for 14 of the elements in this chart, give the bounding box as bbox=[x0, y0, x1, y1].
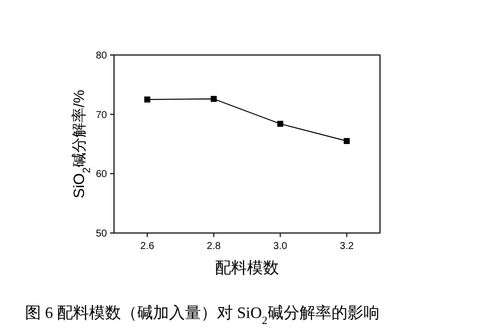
y-tick-label: 60 bbox=[96, 169, 108, 180]
x-tick-label: 3.2 bbox=[340, 241, 354, 252]
y-tick-label: 80 bbox=[96, 50, 108, 62]
x-axis-title: 配料模数 bbox=[215, 259, 279, 277]
y-tick-label: 50 bbox=[96, 228, 108, 240]
x-tick-label: 2.8 bbox=[206, 241, 222, 252]
y-tick-label: 70 bbox=[96, 110, 108, 121]
point bbox=[144, 96, 150, 102]
point bbox=[344, 138, 350, 144]
x-tick-label: 2.6 bbox=[140, 241, 155, 252]
x-tick-label: 3.0 bbox=[273, 241, 288, 252]
point bbox=[210, 96, 217, 102]
point bbox=[277, 120, 284, 127]
caption: 图 6 配料模数（碱加入量）对 SiO$_{2}$碱分解率的影响 bbox=[25, 304, 380, 327]
